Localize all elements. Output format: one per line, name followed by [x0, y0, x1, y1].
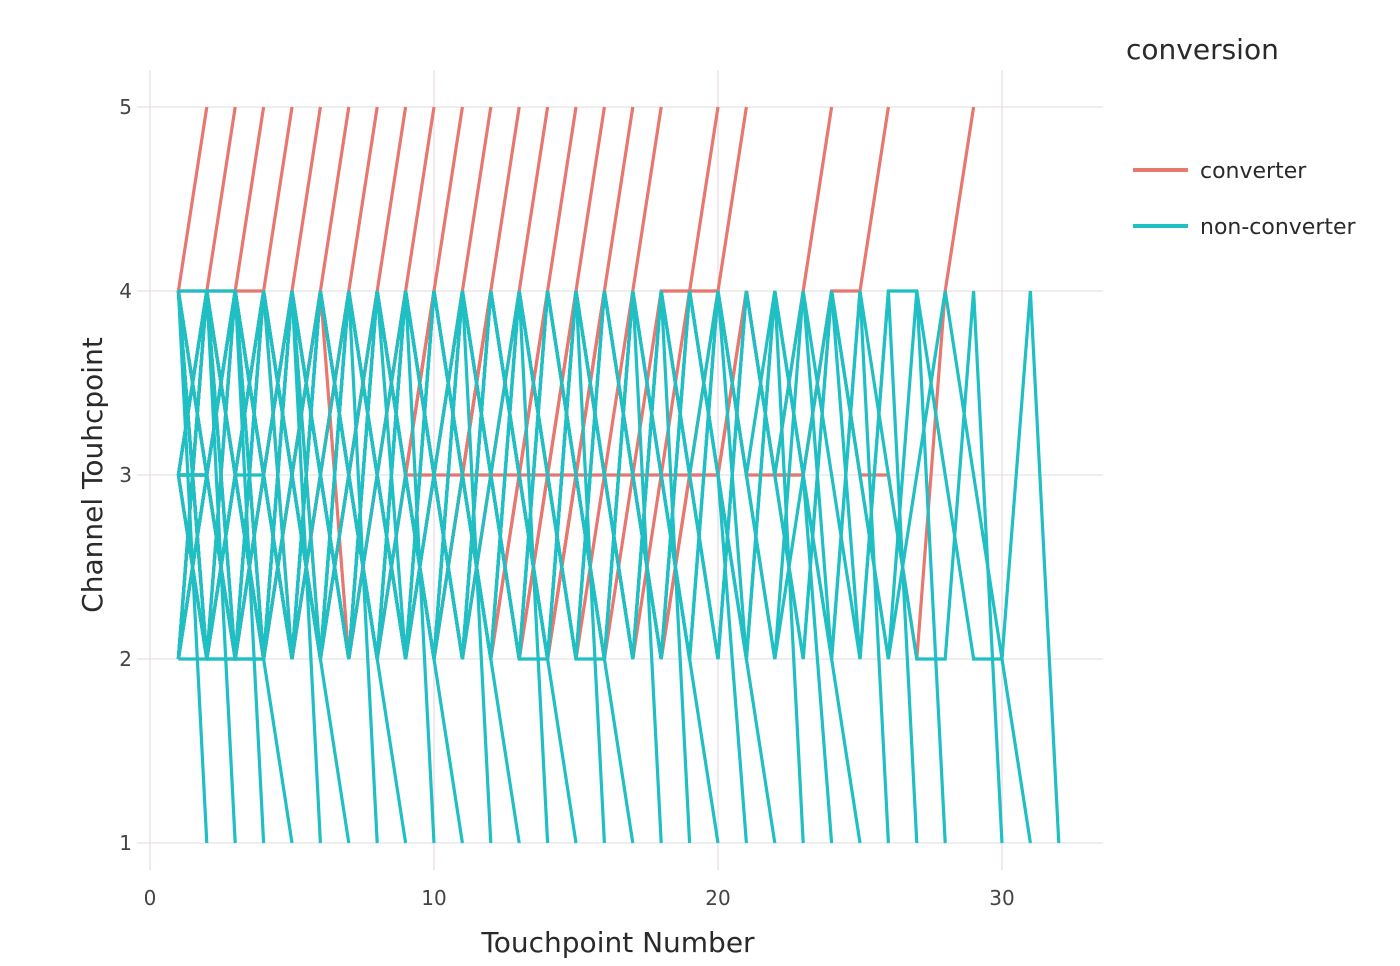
y-axis-ticks: 1 2 3 4 5 [119, 95, 132, 855]
x-tick-label: 20 [705, 886, 730, 910]
series-line-non-converter-27 [176, 290, 1004, 844]
gridlines [137, 70, 1103, 870]
legend: conversion converter non-converter [1126, 33, 1357, 240]
x-tick-label: 0 [144, 886, 157, 910]
series-line-converter-13 [178, 106, 578, 660]
series-line-non-converter-28 [176, 289, 1032, 844]
series-lines [176, 106, 1061, 844]
legend-label-converter: converter [1200, 159, 1307, 184]
x-tick-label: 30 [989, 886, 1014, 910]
series-line-converter-0 [176, 106, 209, 292]
series-line-converter-5 [176, 106, 351, 660]
series-line-non-converter-25 [176, 290, 919, 844]
series-line-non-converter-29 [176, 290, 1061, 844]
legend-label-non-converter: non-converter [1200, 215, 1357, 240]
series-line-non-converter-19 [178, 290, 748, 844]
legend-title: conversion [1126, 33, 1279, 66]
x-axis-title: Touchpoint Number [480, 926, 755, 959]
x-tick-label: 10 [421, 886, 446, 910]
y-tick-label: 4 [119, 279, 132, 303]
y-tick-label: 1 [119, 831, 132, 855]
y-tick-label: 5 [119, 95, 132, 119]
x-axis-ticks: 0 10 20 30 [144, 886, 1015, 910]
y-tick-label: 3 [119, 463, 132, 487]
y-tick-label: 2 [119, 647, 132, 671]
series-line-converter-18 [178, 106, 748, 660]
series-non-converter [176, 289, 1061, 844]
y-axis-title: Channel Touhcpoint [76, 337, 109, 613]
